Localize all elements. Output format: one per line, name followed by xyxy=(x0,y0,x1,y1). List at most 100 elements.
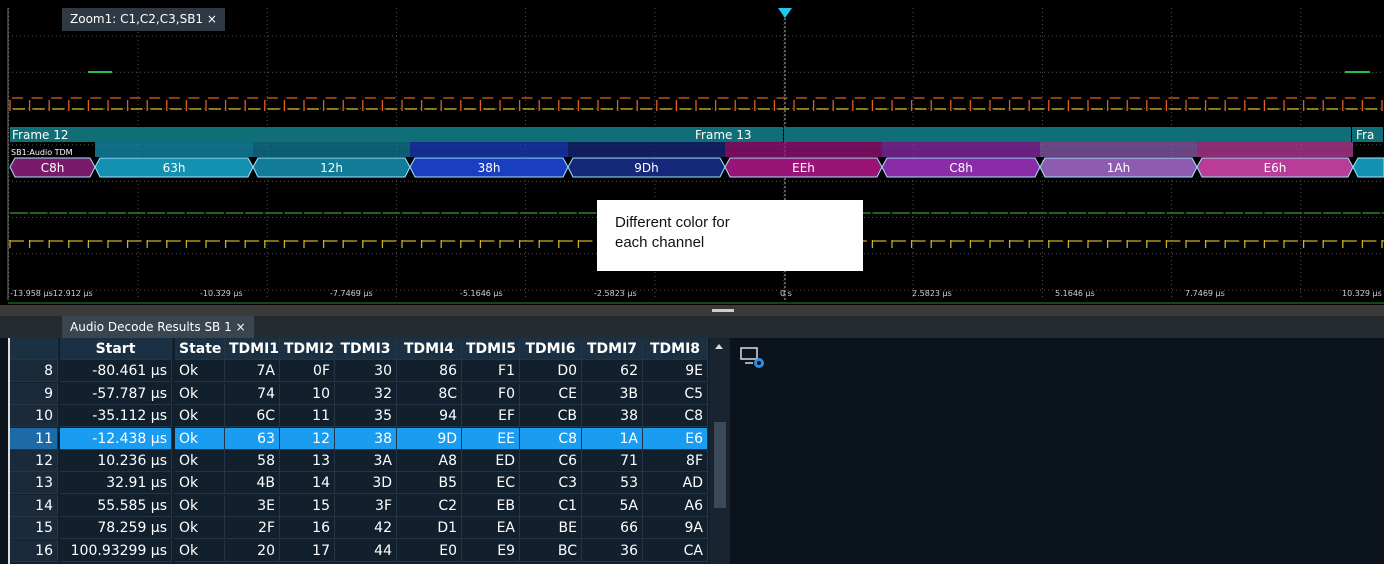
segment-label: E6h xyxy=(1264,161,1287,175)
table-cell: EA xyxy=(462,517,520,539)
time-label: -5.1646 µs xyxy=(460,289,503,298)
table-cell: 8F xyxy=(643,450,708,472)
callout-line: each channel xyxy=(615,233,845,253)
segment-label: 12h xyxy=(320,161,343,175)
table-cell: 2F xyxy=(225,517,280,539)
table-cell: Ok xyxy=(175,450,225,472)
table-cell: EE xyxy=(462,428,520,450)
table-cell: CA xyxy=(643,540,708,562)
tab-close[interactable]: × xyxy=(236,320,246,334)
segment-label: 38h xyxy=(478,161,501,175)
time-label: 10.329 µs xyxy=(1342,289,1382,298)
table-cell: C1 xyxy=(520,495,582,517)
header-cell: Start xyxy=(60,338,172,360)
header-cell: TDMI6 xyxy=(520,338,582,360)
table-cell: 13 xyxy=(280,450,335,472)
segment-label: 63h xyxy=(163,161,186,175)
table-cell: 4B xyxy=(225,472,280,494)
table-cell: A8 xyxy=(397,450,462,472)
table-cell: 42 xyxy=(335,517,397,539)
zoom-tab[interactable]: Zoom1: C1,C2,C3,SB1 × xyxy=(62,8,225,31)
segment-band xyxy=(882,142,1040,157)
table-cell: 1A xyxy=(582,428,643,450)
table-cell: 20 xyxy=(225,540,280,562)
segment-label: EEh xyxy=(792,161,815,175)
segment-label: 1Ah xyxy=(1107,161,1130,175)
row-index: 14 xyxy=(10,495,58,517)
table-cell: 38 xyxy=(335,428,397,450)
segment-label: 9Dh xyxy=(634,161,658,175)
segment-band xyxy=(253,142,410,157)
segment-label: C8h xyxy=(41,161,65,175)
results-table: StartStateTDMI1TDMI2TDMI3TDMI4TDMI5TDMI6… xyxy=(10,338,710,564)
table-cell: E0 xyxy=(397,540,462,562)
table-cell: 30 xyxy=(335,360,397,382)
time-label: -13.958 µs xyxy=(10,289,53,298)
table-cell: 35 xyxy=(335,405,397,427)
scroll-thumb[interactable] xyxy=(714,422,726,508)
row-index: 11 xyxy=(10,428,58,450)
table-cell: C2 xyxy=(397,495,462,517)
table-cell: 9E xyxy=(643,360,708,382)
frame-bar xyxy=(784,127,1351,142)
table-cell: Ok xyxy=(175,428,225,450)
table-cell: C5 xyxy=(643,383,708,405)
table-cell: CB xyxy=(520,405,582,427)
header-cell: TDMI7 xyxy=(582,338,643,360)
table-cell: 74 xyxy=(225,383,280,405)
table-cell: EB xyxy=(462,495,520,517)
row-index: 16 xyxy=(10,540,58,562)
table-cell: 58 xyxy=(225,450,280,472)
table-cell: 17 xyxy=(280,540,335,562)
frame-label: Frame 13 xyxy=(695,128,751,142)
table-cell: 71 xyxy=(582,450,643,472)
table-cell: C3 xyxy=(520,472,582,494)
header-cell: State xyxy=(175,338,225,360)
time-label: -2.5823 µs xyxy=(594,289,637,298)
segment-band xyxy=(1197,142,1353,157)
time-label: -10.329 µs xyxy=(200,289,243,298)
header-cell: TDMI8 xyxy=(643,338,708,360)
header-cell: TDMI5 xyxy=(462,338,520,360)
row-index: 12 xyxy=(10,450,58,472)
table-cell: 12 xyxy=(280,428,335,450)
table-cell: C8 xyxy=(520,428,582,450)
table-cell: 8C xyxy=(397,383,462,405)
header-cell xyxy=(10,338,58,360)
scrollbar[interactable] xyxy=(710,338,730,564)
table-cell: 3A xyxy=(335,450,397,472)
tab-close[interactable]: × xyxy=(207,12,217,26)
table-cell: ED xyxy=(462,450,520,472)
table-cell: BE xyxy=(520,517,582,539)
scroll-up[interactable] xyxy=(715,344,723,349)
table-cell: 14 xyxy=(280,472,335,494)
table-cell: Ok xyxy=(175,472,225,494)
table-cell: 16 xyxy=(280,517,335,539)
table-cell: 53 xyxy=(582,472,643,494)
results-tab[interactable]: Audio Decode Results SB 1 × xyxy=(62,316,254,338)
table-cell: Ok xyxy=(175,383,225,405)
table-cell: -12.438 µs xyxy=(60,428,172,450)
segment-band xyxy=(95,142,253,157)
tab-title: Audio Decode Results SB 1 xyxy=(70,320,232,334)
table-cell: EC xyxy=(462,472,520,494)
segment-box xyxy=(1353,158,1384,177)
table-cell: 32 xyxy=(335,383,397,405)
splitter-handle[interactable] xyxy=(712,309,734,312)
table-cell: 3F xyxy=(335,495,397,517)
table-cell: 36 xyxy=(582,540,643,562)
segment-label: C8h xyxy=(949,161,973,175)
table-cell: Ok xyxy=(175,405,225,427)
table-cell: 78.259 µs xyxy=(60,517,172,539)
frame-label: Fra xyxy=(1356,128,1374,142)
table-cell: 63 xyxy=(225,428,280,450)
splitter[interactable] xyxy=(0,305,1384,316)
time-label: -12.912 µs xyxy=(50,289,93,298)
table-cell: Ok xyxy=(175,360,225,382)
segment-band xyxy=(1040,142,1197,157)
table-cell: EF xyxy=(462,405,520,427)
settings-icon[interactable] xyxy=(740,346,766,370)
table-cell: 0F xyxy=(280,360,335,382)
table-cell: F1 xyxy=(462,360,520,382)
table-cell: C6 xyxy=(520,450,582,472)
